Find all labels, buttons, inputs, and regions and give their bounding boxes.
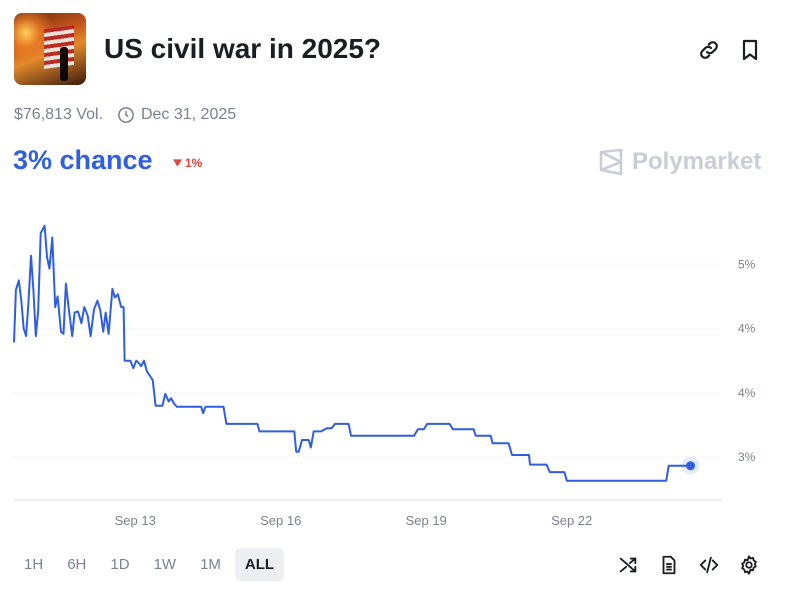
chance-delta: 1% — [173, 156, 202, 170]
range-6h[interactable]: 6H — [67, 556, 87, 573]
range-1w[interactable]: 1W — [153, 556, 177, 573]
gear-icon[interactable] — [738, 554, 760, 576]
market-title: US civil war in 2025? — [104, 33, 382, 64]
polymarket-logo-icon — [599, 148, 623, 176]
volume-text: $76,813 Vol. — [14, 106, 103, 123]
clock-icon — [118, 107, 134, 123]
y-tick-label: 5% — [738, 257, 756, 271]
range-1d[interactable]: 1D — [110, 556, 130, 573]
code-icon[interactable] — [698, 554, 720, 576]
time-range-selector: 1H 6H 1D 1W 1M ALL — [14, 548, 285, 581]
document-icon[interactable] — [658, 554, 680, 576]
delta-value: 1% — [185, 156, 203, 170]
market-meta: $76,813 Vol. Dec 31, 2025 — [14, 106, 236, 124]
chart-grid — [14, 263, 722, 458]
range-1h[interactable]: 1H — [24, 556, 44, 573]
x-tick-label: Sep 13 — [115, 513, 156, 528]
end-date-text: Dec 31, 2025 — [140, 106, 237, 123]
brand-logo: Polymarket — [598, 148, 761, 176]
x-tick-label: Sep 19 — [406, 513, 447, 528]
shuffle-icon[interactable] — [617, 554, 639, 576]
x-tick-label: Sep 22 — [551, 513, 592, 528]
bookmark-icon[interactable] — [738, 38, 762, 62]
thumbnail-flag — [44, 24, 74, 70]
thumbnail-figure — [60, 47, 68, 81]
down-arrow-icon — [173, 159, 182, 167]
x-tick-label: Sep 16 — [260, 513, 301, 528]
y-tick-label: 3% — [738, 450, 756, 464]
link-icon[interactable] — [697, 38, 721, 62]
chance-value: 3% chance — [13, 145, 153, 175]
y-tick-label: 4% — [738, 386, 756, 400]
market-thumbnail — [14, 13, 86, 85]
current-point — [685, 461, 695, 471]
brand-name: Polymarket — [632, 148, 762, 175]
y-axis-ticks: 3% 4% 4% 5% — [738, 257, 756, 464]
y-tick-label: 4% — [738, 322, 756, 336]
range-all[interactable]: ALL — [234, 548, 285, 581]
x-axis-ticks: Sep 13 Sep 16 Sep 19 Sep 22 — [115, 513, 593, 528]
price-chart[interactable]: 3% 4% 4% 5% Sep 13 Sep 16 Sep 19 Sep 22 — [0, 200, 800, 540]
range-1m[interactable]: 1M — [200, 556, 221, 573]
price-line — [13, 224, 691, 482]
